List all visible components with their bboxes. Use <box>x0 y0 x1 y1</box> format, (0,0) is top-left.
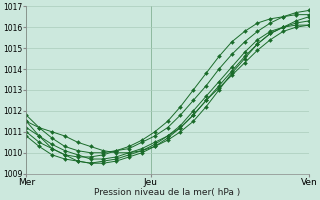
X-axis label: Pression niveau de la mer( hPa ): Pression niveau de la mer( hPa ) <box>94 188 241 197</box>
